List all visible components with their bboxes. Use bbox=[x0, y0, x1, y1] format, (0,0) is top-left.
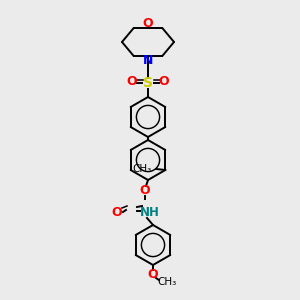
Text: O: O bbox=[140, 184, 150, 197]
Text: O: O bbox=[148, 268, 158, 281]
Text: CH₃: CH₃ bbox=[132, 164, 151, 174]
Text: O: O bbox=[127, 75, 137, 88]
Text: O: O bbox=[143, 17, 153, 30]
Text: O: O bbox=[159, 75, 169, 88]
Text: NH: NH bbox=[140, 206, 160, 220]
Text: O: O bbox=[112, 206, 122, 218]
Text: CH₃: CH₃ bbox=[158, 277, 177, 287]
Text: S: S bbox=[143, 76, 153, 90]
Text: N: N bbox=[143, 55, 153, 68]
